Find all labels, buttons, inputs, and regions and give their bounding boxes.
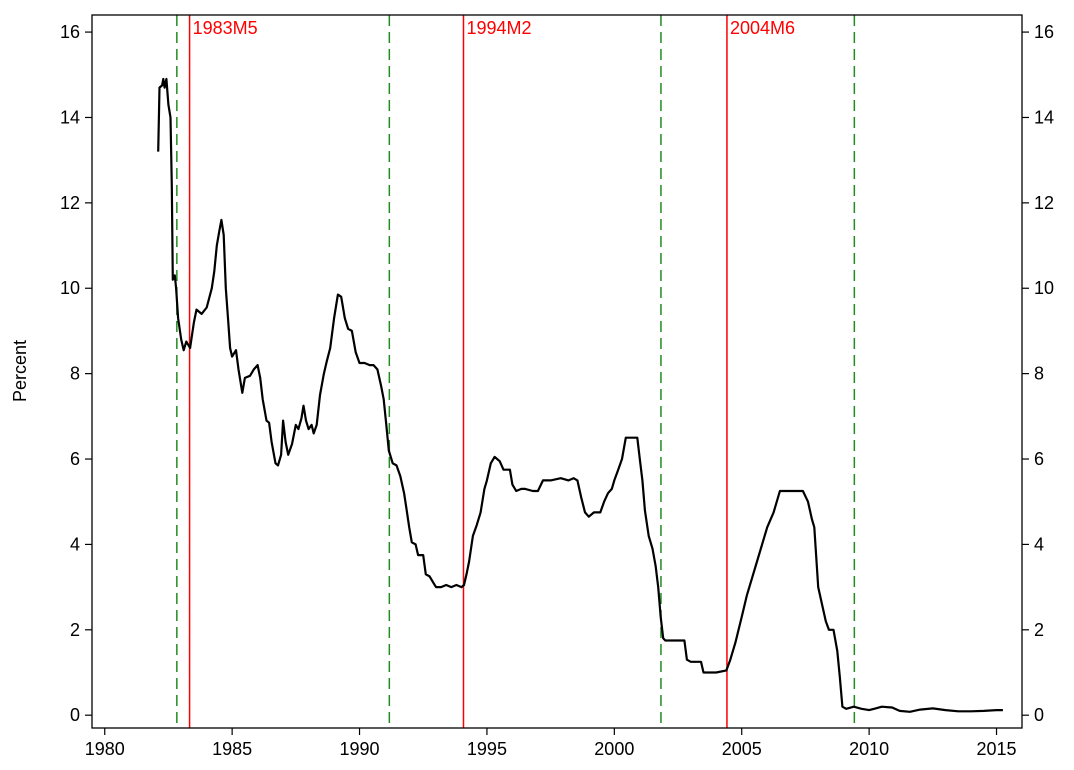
y-tick-label-left: 14	[60, 107, 80, 127]
event-label: 2004M6	[730, 18, 795, 38]
y-tick-label-left: 12	[60, 193, 80, 213]
y-axis-label: Percent	[10, 340, 30, 402]
y-tick-label-right: 4	[1034, 534, 1044, 554]
y-tick-label-right: 12	[1034, 193, 1054, 213]
x-tick-label: 2010	[849, 739, 889, 759]
plot-frame	[91, 14, 1023, 729]
y-tick-label-left: 8	[70, 364, 80, 384]
series-line	[157, 77, 1003, 713]
x-tick-label: 1990	[340, 739, 380, 759]
event-label: 1994M2	[466, 18, 531, 38]
y-tick-label-left: 10	[60, 278, 80, 298]
x-tick-label: 2005	[722, 739, 762, 759]
y-tick-label-right: 8	[1034, 364, 1044, 384]
x-tick-label: 1980	[85, 739, 125, 759]
x-tick-label: 1985	[212, 739, 252, 759]
y-tick-label-left: 6	[70, 449, 80, 469]
x-tick-label: 2015	[976, 739, 1016, 759]
event-label: 1983M5	[193, 18, 258, 38]
y-tick-label-left: 0	[70, 705, 80, 725]
x-tick-label: 1995	[467, 739, 507, 759]
y-tick-label-right: 10	[1034, 278, 1054, 298]
y-tick-label-right: 0	[1034, 705, 1044, 725]
y-tick-label-left: 16	[60, 22, 80, 42]
x-tick-label: 2000	[594, 739, 634, 759]
y-tick-label-right: 14	[1034, 107, 1054, 127]
y-tick-label-left: 4	[70, 534, 80, 554]
plot-area: 1980 1985 1990 1995 2000 2005 2010 2015 0 0 2 2 4 4 6 6…	[60, 15, 1054, 759]
y-tick-label-right: 16	[1034, 22, 1054, 42]
y-tick-label-right: 6	[1034, 449, 1044, 469]
y-tick-label-left: 2	[70, 620, 80, 640]
y-tick-label-right: 2	[1034, 620, 1044, 640]
